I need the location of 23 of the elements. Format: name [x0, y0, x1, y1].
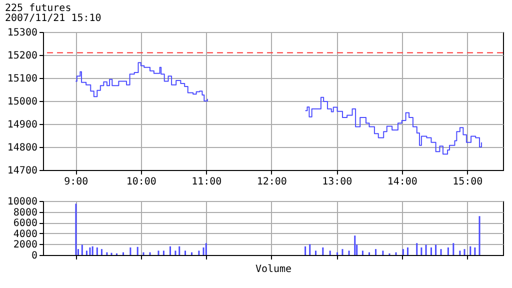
x-tick-label: 12:00 — [256, 176, 287, 188]
x-tick-label: 15:00 — [452, 176, 483, 188]
y-tick-label: 15300 — [7, 28, 38, 38]
x-tick-label: 13:00 — [322, 176, 352, 188]
x-tick-label: 11:00 — [192, 176, 222, 188]
y-tick-label: 14700 — [7, 166, 38, 176]
chart-title: 225 futures — [5, 3, 72, 14]
y-tick-label: 8000 — [13, 207, 38, 218]
x-tick-label: 10:00 — [126, 176, 156, 188]
y-tick-label: 10000 — [7, 196, 38, 208]
y-tick-label: 4000 — [13, 228, 38, 240]
y-tick-label: 6000 — [13, 218, 38, 230]
x-tick-label: 9:00 — [64, 176, 88, 188]
y-tick-label: 0 — [31, 250, 38, 262]
x-tick-label: 14:00 — [387, 176, 418, 188]
y-tick-label: 15200 — [7, 50, 38, 62]
y-tick-label: 15100 — [7, 74, 38, 84]
y-tick-label: 15000 — [7, 96, 38, 108]
y-tick-label: 14800 — [7, 142, 38, 154]
y-tick-label: 14900 — [7, 120, 38, 130]
x-axis-title: Volume — [255, 264, 292, 275]
y-tick-label: 2000 — [13, 240, 38, 251]
chart-subtitle: 2007/11/21 15:10 — [5, 13, 102, 24]
